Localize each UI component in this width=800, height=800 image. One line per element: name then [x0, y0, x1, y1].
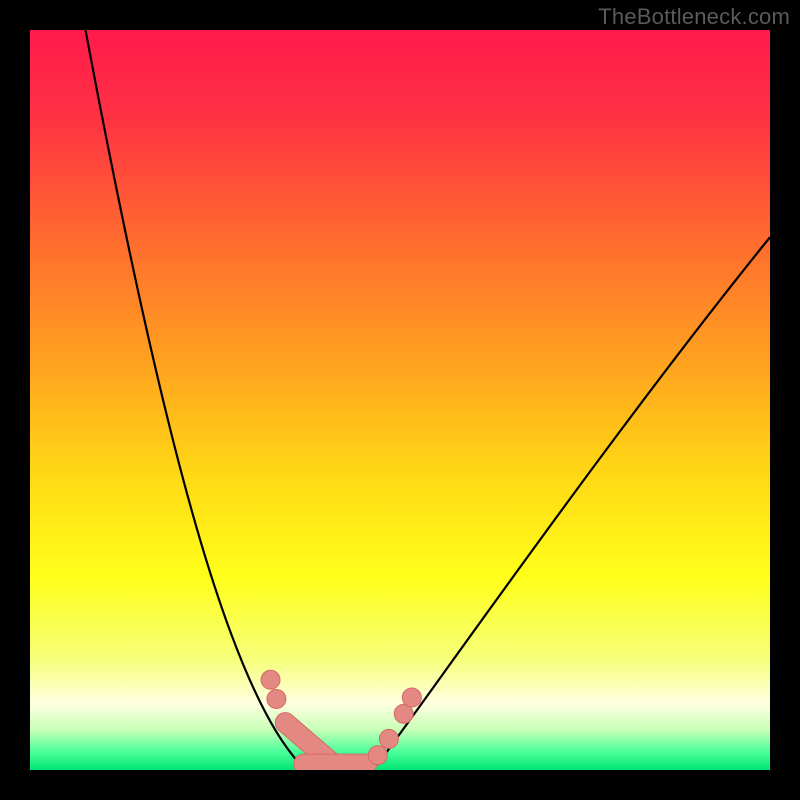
gradient-background	[30, 30, 770, 770]
marker-dot	[261, 670, 280, 689]
marker-dot	[402, 688, 421, 707]
marker-dot	[267, 689, 286, 708]
bottleneck-chart	[0, 0, 800, 800]
chart-stage: TheBottleneck.com	[0, 0, 800, 800]
marker-dot	[379, 729, 398, 748]
marker-dot	[368, 746, 387, 765]
